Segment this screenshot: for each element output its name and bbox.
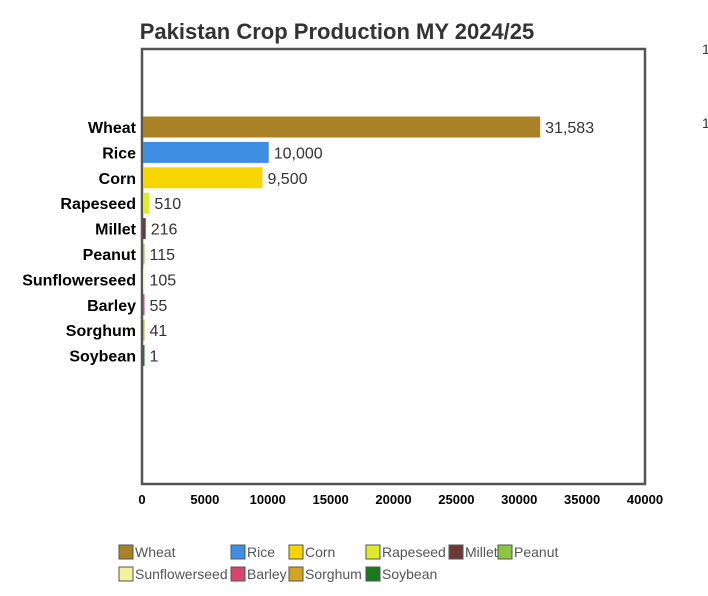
legend-swatch (118, 544, 134, 560)
legend-label: Millet (465, 544, 498, 560)
value-label: 31,583 (545, 120, 594, 137)
value-label: 9,500 (267, 171, 307, 188)
bars-group (143, 116, 541, 367)
value-label: 510 (154, 196, 181, 213)
legend-swatch (448, 544, 464, 560)
edge-mark: 1 (702, 115, 708, 131)
value-label: 55 (150, 298, 168, 315)
bar-wheat (143, 116, 541, 138)
x-tick-label: 40000 (627, 492, 663, 507)
category-label: Sunflowerseed (22, 272, 136, 289)
legend-swatch (288, 544, 304, 560)
legend-label: Peanut (514, 544, 558, 560)
x-tick-label: 30000 (501, 492, 537, 507)
bar-sunflowerseed (143, 268, 145, 290)
legend-swatch (365, 544, 381, 560)
category-label: Peanut (83, 247, 137, 264)
plot-area (140, 47, 647, 486)
category-labels: Wheat Rice Corn Rapeseed Millet Peanut Sunflow… (22, 120, 136, 366)
bar-soybean (143, 345, 145, 367)
x-tick-label: 15000 (313, 492, 349, 507)
category-label: Wheat (88, 120, 137, 137)
value-label: 1 (150, 349, 159, 366)
category-label: Soybean (69, 349, 136, 366)
category-label: Rice (102, 145, 136, 162)
bar-barley (143, 294, 145, 316)
category-label: Rapeseed (60, 196, 136, 213)
x-tick-label: 35000 (564, 492, 600, 507)
legend-label: Corn (305, 544, 335, 560)
legend-swatch (288, 566, 304, 582)
value-label: 216 (151, 222, 178, 239)
value-label: 115 (150, 247, 176, 264)
legend-label: Rice (247, 544, 275, 560)
x-axis-ticks: 0 5000 10000 15000 20000 25000 30000 35000 40000 (138, 492, 663, 507)
x-tick-label: 25000 (438, 492, 474, 507)
bar-peanut (143, 243, 145, 265)
value-labels: 31,583 10,000 9,500 510 216 115 105 55 41 1 (150, 120, 595, 366)
legend-label: Barley (247, 566, 287, 582)
legend-swatch (230, 566, 246, 582)
value-label: 105 (150, 272, 177, 289)
x-tick-label: 5000 (190, 492, 219, 507)
bar-rice (143, 141, 269, 163)
x-tick-label: 20000 (375, 492, 411, 507)
value-label: 10,000 (274, 145, 323, 162)
bar-millet (143, 218, 146, 240)
legend-label: Sorghum (305, 566, 362, 582)
legend-label: Soybean (382, 566, 437, 582)
chart-title: Pakistan Crop Production MY 2024/25 (140, 19, 535, 44)
x-tick-label: 10000 (250, 492, 286, 507)
value-label: 41 (150, 323, 168, 340)
x-tick-label: 0 (138, 492, 145, 507)
category-label: Sorghum (66, 323, 136, 340)
edge-mark: 1 (702, 41, 708, 57)
bar-rapeseed (143, 192, 150, 214)
legend-swatch (365, 566, 381, 582)
legend-swatch (497, 544, 513, 560)
bar-sorghum (143, 319, 145, 341)
legend-label: Wheat (135, 544, 176, 560)
category-label: Barley (87, 298, 136, 315)
category-label: Corn (99, 171, 136, 188)
category-label: Millet (95, 222, 137, 239)
legend-label: Sunflowerseed (135, 566, 228, 582)
bar-corn (143, 167, 263, 189)
legend-swatch (230, 544, 246, 560)
legend: Wheat Rice Corn Rapeseed Millet Peanut Sunflow… (118, 544, 558, 582)
legend-label: Rapeseed (382, 544, 446, 560)
legend-swatch (118, 566, 134, 582)
